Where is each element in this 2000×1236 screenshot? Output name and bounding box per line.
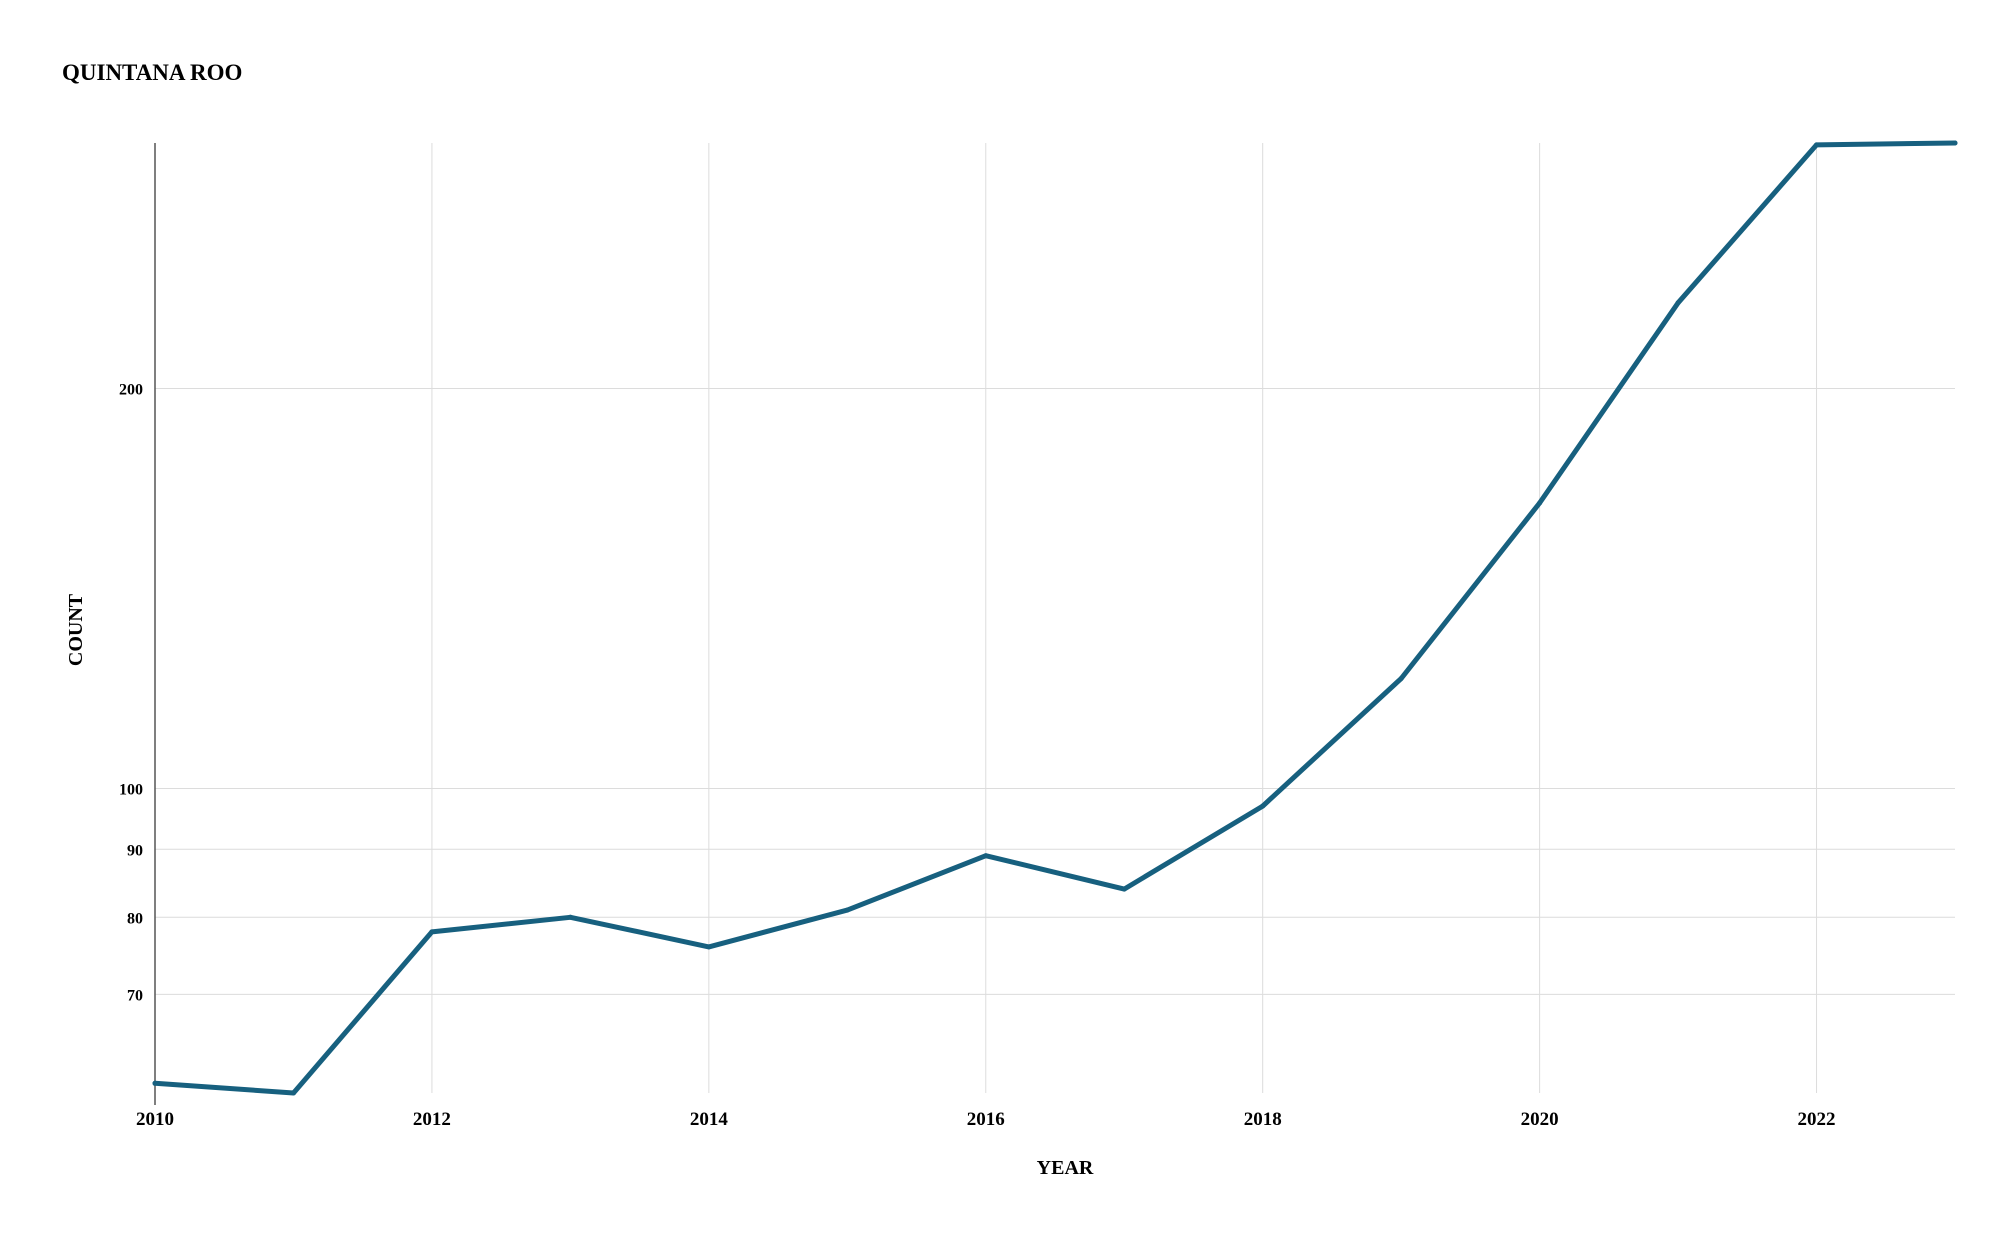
y-tick-label: 200 xyxy=(119,381,143,398)
chart-title: QUINTANA ROO xyxy=(62,60,243,85)
data-point xyxy=(152,1080,158,1086)
x-tick-label: 2016 xyxy=(967,1109,1005,1130)
data-point xyxy=(844,907,850,913)
grid xyxy=(155,143,1955,1093)
x-tick-label: 2020 xyxy=(1521,1109,1559,1130)
x-tick-label: 2010 xyxy=(136,1109,174,1130)
x-axis-title: YEAR xyxy=(1037,1157,1094,1179)
y-tick-label: 90 xyxy=(127,842,143,859)
series-layer xyxy=(152,140,1958,1096)
x-tick-label: 2012 xyxy=(413,1109,451,1130)
series-line xyxy=(152,140,1958,1096)
y-tick-labels: 70 80 90 100 200 xyxy=(119,381,143,1004)
data-point xyxy=(1675,300,1681,306)
data-point xyxy=(706,944,712,950)
x-tick-label: 2014 xyxy=(690,1109,729,1130)
x-tick-label: 2022 xyxy=(1798,1109,1836,1130)
y-axis-title: COUNT xyxy=(65,593,87,666)
data-point xyxy=(1260,803,1266,809)
data-point xyxy=(290,1090,296,1096)
x-tick-labels: 2010 2012 2014 2016 2018 2020 2022 xyxy=(136,1109,1836,1130)
data-point xyxy=(1537,500,1543,506)
y-tick-label: 70 xyxy=(127,987,143,1004)
data-point xyxy=(1398,675,1404,681)
data-point xyxy=(1952,140,1958,146)
y-tick-label: 80 xyxy=(127,910,143,927)
data-point xyxy=(983,853,989,859)
data-point xyxy=(1121,886,1127,892)
x-tick-label: 2018 xyxy=(1244,1109,1282,1130)
data-point xyxy=(567,914,573,920)
y-tick-label: 100 xyxy=(119,781,143,798)
data-point xyxy=(429,929,435,935)
data-point xyxy=(1814,142,1820,148)
